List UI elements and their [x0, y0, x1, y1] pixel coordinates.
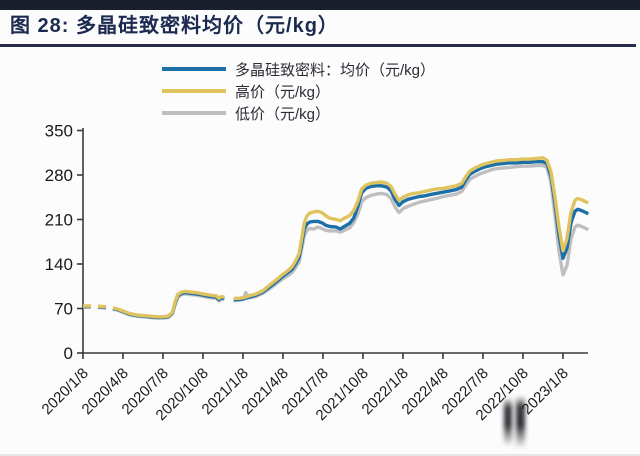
avg-line-swatch-icon — [162, 67, 226, 71]
series-high-line — [233, 156, 590, 300]
y-tick-label: 210 — [45, 211, 73, 230]
y-tick-label: 280 — [45, 166, 73, 185]
legend-item-avg: 多晶硅致密料：均价（元/kg） — [162, 58, 435, 80]
y-tick-label: 0 — [64, 344, 73, 363]
figure-title: 图 28: 多晶硅致密料均价（元/kg） — [10, 15, 339, 37]
legend-item-low: 低价（元/kg） — [162, 102, 435, 124]
legend-label-high: 高价（元/kg） — [235, 83, 331, 101]
title-underline — [0, 44, 636, 47]
high-line-swatch-icon — [162, 89, 226, 93]
top-dark-bar — [0, 0, 640, 10]
y-tick-label: 70 — [54, 300, 73, 319]
y-tick-label: 140 — [45, 255, 73, 274]
series-high-line — [83, 304, 117, 311]
legend-label-low: 低价（元/kg） — [235, 105, 331, 123]
legend-item-high: 高价（元/kg） — [162, 80, 435, 102]
series-avg-line — [233, 160, 590, 302]
series-low-line — [233, 163, 590, 303]
chart-legend: 多晶硅致密料：均价（元/kg） 高价（元/kg） 低价（元/kg） — [162, 58, 435, 124]
legend-label-avg: 多晶硅致密料：均价（元/kg） — [235, 61, 436, 79]
series-high-line — [115, 289, 225, 319]
y-tick-label: 350 — [45, 122, 73, 141]
low-line-swatch-icon — [162, 111, 226, 115]
